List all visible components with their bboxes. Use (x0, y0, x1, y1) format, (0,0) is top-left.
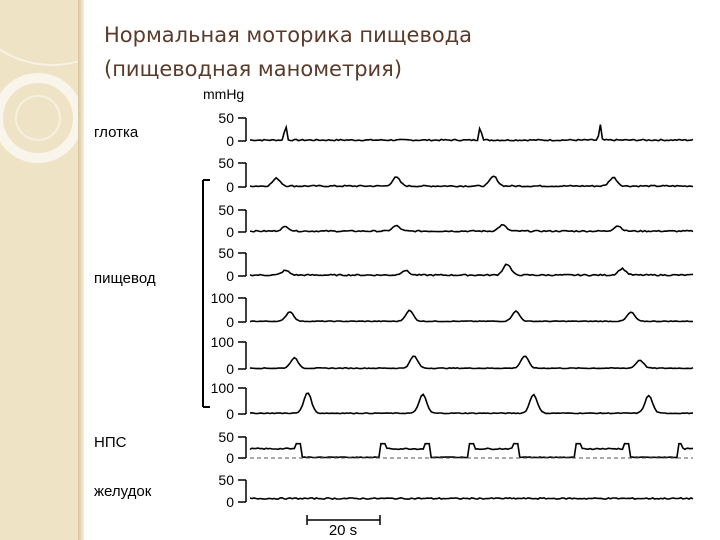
channel-trace (249, 442, 694, 459)
axis-label-zero: 0 (226, 179, 234, 195)
axis-label-max: 100 (211, 380, 235, 396)
axis-label-max: 50 (218, 110, 234, 126)
channel-trace (249, 175, 694, 188)
axis-label-zero: 0 (226, 314, 234, 330)
channel-trace (249, 309, 694, 323)
channel-trace (249, 355, 694, 370)
label-esophagus: пищевод (94, 270, 156, 287)
axis-label-zero: 0 (226, 268, 234, 284)
decorative-circles (0, 48, 78, 163)
axis-label-max: 50 (218, 245, 234, 261)
label-les: НПС (94, 434, 127, 451)
channel-trace (249, 496, 694, 501)
channel-trace (249, 124, 694, 142)
axis-label-zero: 0 (226, 133, 234, 149)
slide-title-line2: (пищеводная манометрия) (104, 57, 403, 81)
axis-label-zero: 0 (226, 450, 234, 466)
slide-title-line1: Нормальная моторика пищевода (104, 23, 473, 47)
channel-trace (249, 223, 694, 233)
axis-label-zero: 0 (226, 494, 234, 510)
axis-label-max: 50 (218, 429, 234, 445)
axis-label-max: 50 (218, 155, 234, 171)
axis-label-max: 50 (218, 472, 234, 488)
label-pharynx: глотка (94, 124, 139, 141)
unit-label: mmHg (203, 86, 245, 102)
axis-label-max: 100 (211, 290, 235, 306)
decorative-sidebar (0, 0, 78, 540)
sidebar-edge (78, 0, 84, 540)
axis-label-max: 100 (211, 334, 235, 350)
channel-trace (249, 392, 694, 415)
axis-label-max: 50 (218, 202, 234, 218)
label-stomach: желудок (94, 483, 152, 500)
channel-trace (249, 263, 694, 277)
channel-traces: 50 0 50 0 50 0 50 0 100 0 100 0 100 0 50 0 50 0 (211, 110, 694, 510)
scale-bar-label: 20 s (329, 522, 357, 539)
axis-label-zero: 0 (226, 224, 234, 240)
slide-title: Нормальная моторика пищевода (пищеводная… (104, 18, 664, 86)
axis-label-zero: 0 (226, 361, 234, 377)
axis-label-zero: 0 (226, 406, 234, 422)
